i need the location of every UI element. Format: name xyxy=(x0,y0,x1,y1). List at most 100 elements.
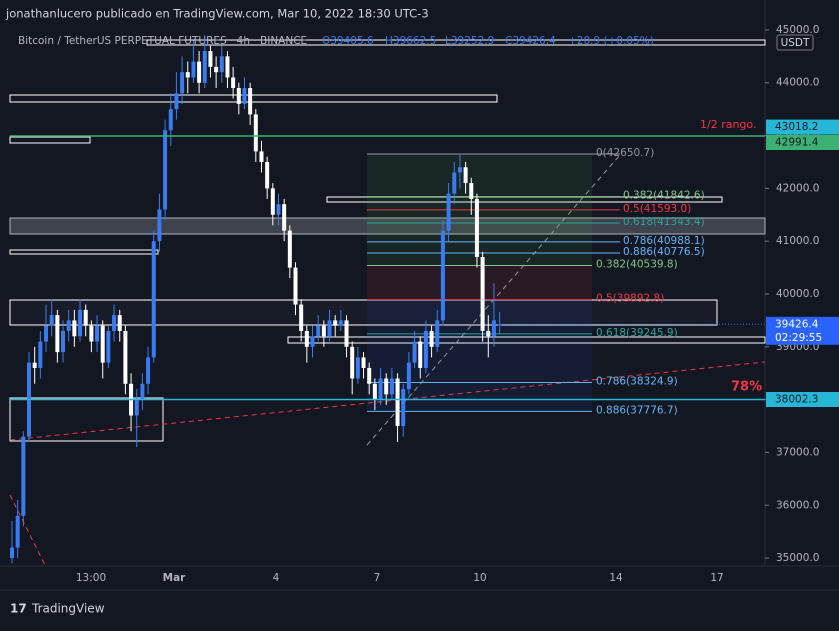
candle-body xyxy=(327,320,332,337)
candle-body xyxy=(214,66,219,73)
candle-body xyxy=(276,204,281,215)
candle-body xyxy=(219,56,224,73)
candle-body xyxy=(361,357,366,368)
candle-body xyxy=(452,172,457,194)
zone-box xyxy=(9,299,718,326)
candle-body xyxy=(429,330,434,347)
fib-label: 0.886(37776.7) xyxy=(596,404,678,416)
fib-label: 0.5(41593.0) xyxy=(623,203,691,215)
fib-label: 0.382(41842.6) xyxy=(623,190,705,202)
fib-label: 0.786(38324.9) xyxy=(596,375,678,387)
candle-body xyxy=(89,325,94,342)
candle-body xyxy=(32,362,37,368)
y-tick-label: 42000.0 xyxy=(776,182,819,194)
candle-body xyxy=(418,341,423,368)
symbol: Bitcoin / TetherUS PERPETUAL FUTURES · 4… xyxy=(18,35,307,47)
brand-name: TradingView xyxy=(31,602,105,616)
candle-body xyxy=(423,330,428,368)
candle-body xyxy=(486,330,491,337)
candle-body xyxy=(469,183,474,199)
fib-label: 0.786(40988.1) xyxy=(623,235,705,247)
candle-body xyxy=(44,325,49,342)
price-label: 42991.4 xyxy=(775,137,819,149)
candle-body xyxy=(401,389,406,427)
candle-body xyxy=(480,257,485,331)
candle-body xyxy=(463,167,468,184)
candle-body xyxy=(384,378,389,395)
price-label-box xyxy=(766,316,839,345)
candle-body xyxy=(497,324,502,326)
candle-body xyxy=(299,304,304,331)
fib-shade xyxy=(367,265,592,300)
zone-box xyxy=(287,336,766,344)
fib-label: 0.5(39892.8) xyxy=(596,293,664,305)
candle-body xyxy=(389,378,394,395)
y-tick-label: 35000.0 xyxy=(776,552,819,564)
candle-body xyxy=(100,325,105,363)
byline: jonathanlucero publicado en TradingView.… xyxy=(5,7,429,21)
candle-body xyxy=(259,151,264,162)
candle-body xyxy=(95,325,100,342)
candle-body xyxy=(66,320,71,331)
ohlc-low: L39252.9 xyxy=(445,35,494,47)
trend-line xyxy=(9,361,766,441)
candle-body xyxy=(123,330,128,384)
candle-body xyxy=(202,51,207,83)
ohlc-open: O39405.6 xyxy=(322,35,374,47)
annotation: 78% xyxy=(731,380,762,395)
candle-body xyxy=(378,378,383,400)
y-tick-label: 45000.0 xyxy=(776,24,819,36)
fib-label: 0.382(40539.8) xyxy=(596,258,678,270)
candle-body xyxy=(208,51,213,67)
zone-box xyxy=(9,397,164,442)
y-tick-label: 36000.0 xyxy=(776,499,819,511)
candle-body xyxy=(106,330,111,363)
candle-body xyxy=(151,241,156,358)
candle-body xyxy=(191,61,196,78)
price-label-box xyxy=(766,119,839,135)
candle-body xyxy=(180,72,185,94)
ohlc-high: H39662.5 xyxy=(385,35,436,47)
candle-body xyxy=(78,309,83,337)
candle-body xyxy=(491,320,496,337)
drawings xyxy=(9,39,766,566)
candle-body xyxy=(168,109,173,131)
candle-body xyxy=(316,325,321,337)
y-tick-label: 37000.0 xyxy=(776,446,819,458)
fib-label: 0.618(39245.9) xyxy=(596,327,678,339)
candle-body xyxy=(304,330,309,347)
price-label: 38002.3 xyxy=(775,394,818,406)
candle-body xyxy=(338,320,343,326)
candle-body xyxy=(270,188,275,215)
trend-line xyxy=(9,494,46,566)
candle-body xyxy=(333,320,338,326)
candle-body xyxy=(134,399,139,416)
candle-body xyxy=(225,56,230,78)
ohlc-change: +20.9 (+0.05%) xyxy=(568,35,654,47)
candle-body xyxy=(253,114,258,152)
y-tick-label: 44000.0 xyxy=(776,77,819,89)
candle-body xyxy=(21,436,26,516)
candle-body xyxy=(248,88,253,115)
x-tick-label: 17 xyxy=(710,572,723,584)
x-tick-label: 14 xyxy=(609,572,623,584)
candle-body xyxy=(185,72,190,78)
candle-body xyxy=(435,320,440,347)
x-tick-label: 7 xyxy=(374,572,381,584)
x-tick-label: 13:00 xyxy=(76,572,106,584)
candle-body xyxy=(61,330,66,353)
candle-body xyxy=(157,209,162,242)
candle-body xyxy=(446,193,451,231)
zone-box xyxy=(9,249,159,255)
candle-body xyxy=(287,230,292,268)
ohlc-close: C39426.4 xyxy=(505,35,556,47)
candle-body xyxy=(367,367,372,384)
candle-body xyxy=(474,198,479,258)
candle-body xyxy=(55,315,60,353)
candle-body xyxy=(321,325,326,337)
candle-body xyxy=(293,267,298,305)
candle-body xyxy=(242,88,247,104)
candle-body xyxy=(38,341,43,368)
